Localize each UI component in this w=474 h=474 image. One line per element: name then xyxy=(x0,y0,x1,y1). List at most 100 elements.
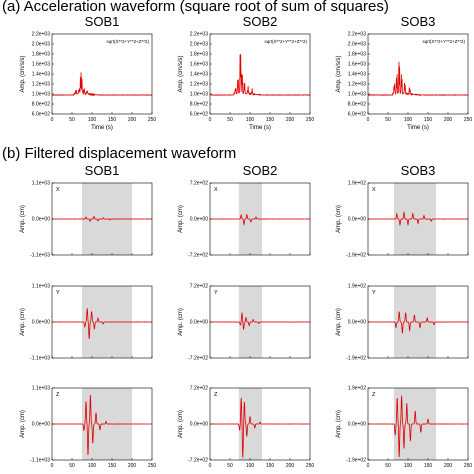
x-axis-label: Time (s) xyxy=(249,125,271,131)
x-tick-label: 250 xyxy=(148,117,157,123)
y-tick-label: 1.4e+03 xyxy=(348,72,366,78)
component-label: Z xyxy=(372,392,376,398)
y-axis-label: Amp. (cm) xyxy=(336,410,342,438)
component-label: X xyxy=(56,187,60,193)
x-tick-label: 100 xyxy=(88,463,97,469)
x-tick-label: 100 xyxy=(246,117,255,123)
y-tick-label: -1.9e+02 xyxy=(346,356,366,362)
y-axis-label: Amp. (cm) xyxy=(20,308,26,336)
y-axis-label: Amp. (cm) xyxy=(178,205,184,233)
y-tick-label: -1.9e+02 xyxy=(346,458,366,464)
y-axis-label: Amp. (cm) xyxy=(20,205,26,233)
y-tick-label: 1.9e+02 xyxy=(348,386,366,392)
component-label: X xyxy=(214,187,218,193)
y-tick-label: 1.4e+03 xyxy=(32,72,50,78)
y-tick-label: 1.2e+03 xyxy=(190,82,208,88)
waveform-line xyxy=(367,311,469,334)
component-label: X xyxy=(372,187,376,193)
y-axis-label: Amp. (cm/s/s) xyxy=(336,55,342,92)
x-tick-label: 200 xyxy=(444,463,453,469)
station-title: SOB3 xyxy=(401,14,436,29)
y-tick-label: -1.1e+03 xyxy=(30,253,50,259)
y-tick-label: 1.1e+03 xyxy=(32,386,50,392)
x-axis-label: Time (s) xyxy=(91,125,113,131)
plot-frame xyxy=(51,33,153,115)
section-b-title: (b) Filtered displacement waveform xyxy=(2,145,236,162)
x-tick-label: 50 xyxy=(227,117,233,123)
x-tick-label: 250 xyxy=(306,463,315,469)
y-tick-label: 2.2e+03 xyxy=(32,32,50,38)
y-tick-label: 2.0e+03 xyxy=(190,42,208,48)
y-tick-label: 1.0e+03 xyxy=(32,92,50,98)
panel-b-sob1-y: 1.1e+03 0.0e+00 -1.1e+03 Amp. (cm) Y xyxy=(20,284,153,362)
analysis-window xyxy=(238,183,262,255)
y-tick-label: 0.0e+00 xyxy=(190,320,208,326)
y-tick-label: 7.2e+02 xyxy=(190,181,208,187)
plot-frame xyxy=(367,33,469,115)
y-tick-label: 1.8e+03 xyxy=(32,52,50,58)
x-tick-label: 100 xyxy=(88,117,97,123)
waveform-line xyxy=(209,213,311,226)
x-tick-label: 150 xyxy=(266,463,275,469)
panel-b-sob1-z: 1.1e+03 0.0e+00 -1.1e+030 50 100 150 200 250 Amp… xyxy=(20,386,156,469)
x-tick-label: 150 xyxy=(108,463,117,469)
panel-a-sob1: SOB1 6.0e+02 8.0e+02 1.0e+03 1.2e+03 1.4e+03 1… xyxy=(20,14,156,131)
y-tick-label: 2.0e+03 xyxy=(32,42,50,48)
y-axis-label: Amp. (cm) xyxy=(178,410,184,438)
x-tick-label: 50 xyxy=(385,463,391,469)
component-annotation: sqrt(X**2+Y**2+Z**2) xyxy=(106,39,149,44)
waveform-line xyxy=(367,61,469,97)
x-tick-label: 0 xyxy=(51,117,54,123)
y-tick-label: 1.6e+03 xyxy=(190,62,208,68)
y-tick-label: 7.2e+02 xyxy=(190,386,208,392)
y-tick-label: 1.8e+03 xyxy=(348,52,366,58)
y-tick-label: -7.2e+02 xyxy=(188,253,208,259)
waveform-line xyxy=(209,312,311,330)
y-axis-label: Amp. (cm/s/s) xyxy=(20,55,26,92)
panel-a-sob2: SOB2 6.0e+02 8.0e+02 1.0e+03 1.2e+03 1.4e+03 1… xyxy=(178,14,314,131)
x-tick-label: 100 xyxy=(404,117,413,123)
station-title: SOB3 xyxy=(401,163,436,178)
y-axis-label: Amp. (cm) xyxy=(178,308,184,336)
x-tick-label: 50 xyxy=(69,117,75,123)
y-axis-label: Amp. (cm) xyxy=(336,205,342,233)
section-a-title: (a) Acceleration waveform (square root o… xyxy=(2,0,389,15)
y-tick-label: 0.0e+00 xyxy=(32,217,50,223)
component-label: Y xyxy=(214,290,218,296)
panel-b-sob2-y: 7.2e+02 0.0e+00 -7.2e+02 Amp. (cm) Y xyxy=(178,284,311,362)
component-label: Y xyxy=(56,290,60,296)
y-tick-label: -1.1e+03 xyxy=(30,356,50,362)
y-tick-label: 6.0e+02 xyxy=(190,112,208,118)
y-tick-label: -1.1e+03 xyxy=(30,458,50,464)
x-tick-label: 50 xyxy=(227,463,233,469)
x-tick-label: 150 xyxy=(266,117,275,123)
waveform-line xyxy=(209,397,311,458)
y-tick-label: 0.0e+00 xyxy=(190,217,208,223)
y-tick-label: 0.0e+00 xyxy=(32,320,50,326)
y-tick-label: 1.4e+03 xyxy=(190,72,208,78)
x-tick-label: 0 xyxy=(209,117,212,123)
y-axis-label: Amp. (cm) xyxy=(20,410,26,438)
panel-b-sob1-x: SOB1 1.1e+03 0.0e+00 -1.1e+03 Amp. (cm) X xyxy=(20,163,153,259)
panel-b-sob2-x: SOB2 7.2e+02 0.0e+00 -7.2e+02 Amp. (cm) X xyxy=(178,163,311,259)
x-tick-label: 100 xyxy=(404,463,413,469)
x-tick-label: 0 xyxy=(367,117,370,123)
component-annotation: sqrt(X**2+Y**2+Z**2) xyxy=(264,39,307,44)
x-tick-label: 200 xyxy=(286,463,295,469)
panel-b-sob2-z: 7.2e+02 0.0e+00 -7.2e+020 50 100 150 200 250 Amp… xyxy=(178,386,314,469)
x-tick-label: 100 xyxy=(246,463,255,469)
y-tick-label: 1.9e+02 xyxy=(348,284,366,290)
x-tick-label: 200 xyxy=(444,117,453,123)
waveform-line xyxy=(51,308,153,339)
x-tick-label: 250 xyxy=(464,463,473,469)
component-label: Z xyxy=(214,392,218,398)
y-tick-label: -7.2e+02 xyxy=(188,356,208,362)
y-tick-label: -1.9e+02 xyxy=(346,253,366,259)
panel-b-sob3-x: SOB3 1.9e+02 0.0e+00 -1.9e+02 Amp. (cm) X xyxy=(336,163,469,259)
y-tick-label: 0.0e+00 xyxy=(190,422,208,428)
y-tick-label: 1.2e+03 xyxy=(32,82,50,88)
y-tick-label: 2.2e+03 xyxy=(348,32,366,38)
component-annotation: sqrt(X**2+Y**2+Z**2) xyxy=(422,39,465,44)
panel-b-sob3-z: 1.9e+02 0.0e+00 -1.9e+020 50 100 150 200 250 Amp… xyxy=(336,386,472,469)
panel-b-sob3-y: 1.9e+02 0.0e+00 -1.9e+02 Amp. (cm) Y xyxy=(336,284,469,362)
